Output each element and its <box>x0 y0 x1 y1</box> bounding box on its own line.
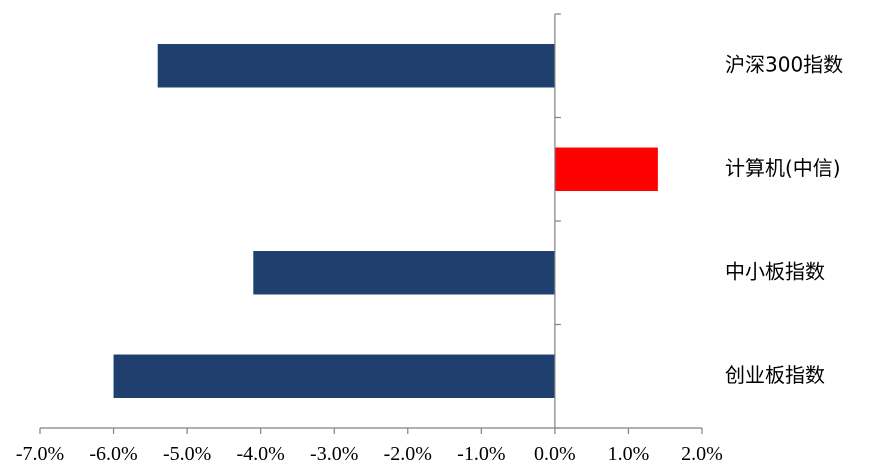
x-tick-label-4: -3.0% <box>310 443 358 465</box>
x-tick-label-6: -1.0% <box>457 443 505 465</box>
x-tick-label-0: -7.0% <box>16 443 64 465</box>
bars-group <box>113 44 658 398</box>
x-tick-label-9: 2.0% <box>681 443 723 465</box>
x-tick-label-5: -2.0% <box>384 443 432 465</box>
bar-0 <box>157 44 555 88</box>
x-tick-label-7: 0.0% <box>534 443 576 465</box>
x-tick-label-3: -4.0% <box>237 443 285 465</box>
category-label-2: 中小板指数 <box>725 259 825 283</box>
category-label-1: 计算机(中信) <box>725 156 841 180</box>
category-label-0: 沪深300指数 <box>725 52 843 76</box>
x-tick-label-8: 1.0% <box>608 443 650 465</box>
category-label-3: 创业板指数 <box>725 363 825 387</box>
bar-2 <box>253 251 555 295</box>
axes-group <box>39 13 703 434</box>
x-tick-label-1: -6.0% <box>89 443 137 465</box>
x-tick-labels: -7.0% -6.0% -5.0% -4.0% -3.0% -2.0% -1.0% 0.0% 1… <box>16 443 723 465</box>
bar-3 <box>113 354 555 398</box>
x-tick-label-2: -5.0% <box>163 443 211 465</box>
bar-1 <box>554 147 658 191</box>
